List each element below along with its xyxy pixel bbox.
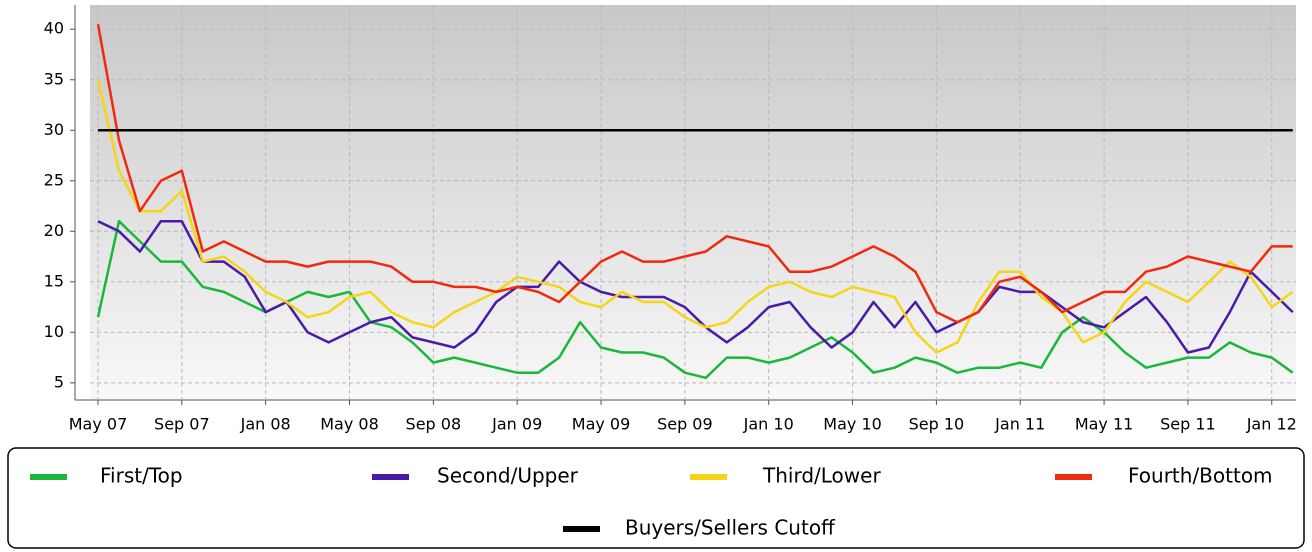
x-tick-label: Jan 09 [491, 415, 542, 434]
legend-label: Second/Upper [437, 464, 579, 488]
x-tick-label: Sep 07 [154, 415, 210, 434]
x-tick-label: May 10 [823, 415, 882, 434]
y-tick-label: 30 [44, 120, 64, 139]
y-tick-label: 5 [54, 372, 64, 391]
series-line [96, 23, 1293, 324]
y-tick-label: 25 [44, 170, 64, 189]
y-tick-label: 15 [44, 271, 64, 290]
x-tick-label: May 09 [572, 415, 631, 434]
legend-label: Buyers/Sellers Cutoff [625, 516, 836, 540]
x-tick-label: Jan 11 [994, 415, 1045, 434]
x-tick-label: May 08 [320, 415, 379, 434]
x-tick-label: Jan 08 [240, 415, 291, 434]
series-line [97, 219, 1294, 354]
legend-label: Fourth/Bottom [1128, 464, 1273, 488]
plot-area [90, 5, 1296, 400]
y-tick-label: 10 [44, 322, 64, 341]
x-tick-label: Sep 08 [406, 415, 462, 434]
series-line [96, 79, 1294, 354]
x-tick-label: Jan 10 [743, 415, 794, 434]
y-tick-label: 35 [44, 69, 64, 88]
legend-label: First/Top [100, 464, 183, 488]
x-tick-label: May 11 [1075, 415, 1134, 434]
y-tick-label: 20 [44, 221, 64, 240]
x-tick-label: Jan 12 [1246, 415, 1297, 434]
y-tick-label: 40 [44, 19, 64, 38]
x-tick-label: May 07 [69, 415, 128, 434]
legend [7, 447, 1305, 549]
x-tick-label: Sep 10 [909, 415, 965, 434]
legend-label: Third/Lower [762, 464, 881, 488]
x-tick-label: Sep 11 [1160, 415, 1216, 434]
x-tick-label: Sep 09 [657, 415, 713, 434]
